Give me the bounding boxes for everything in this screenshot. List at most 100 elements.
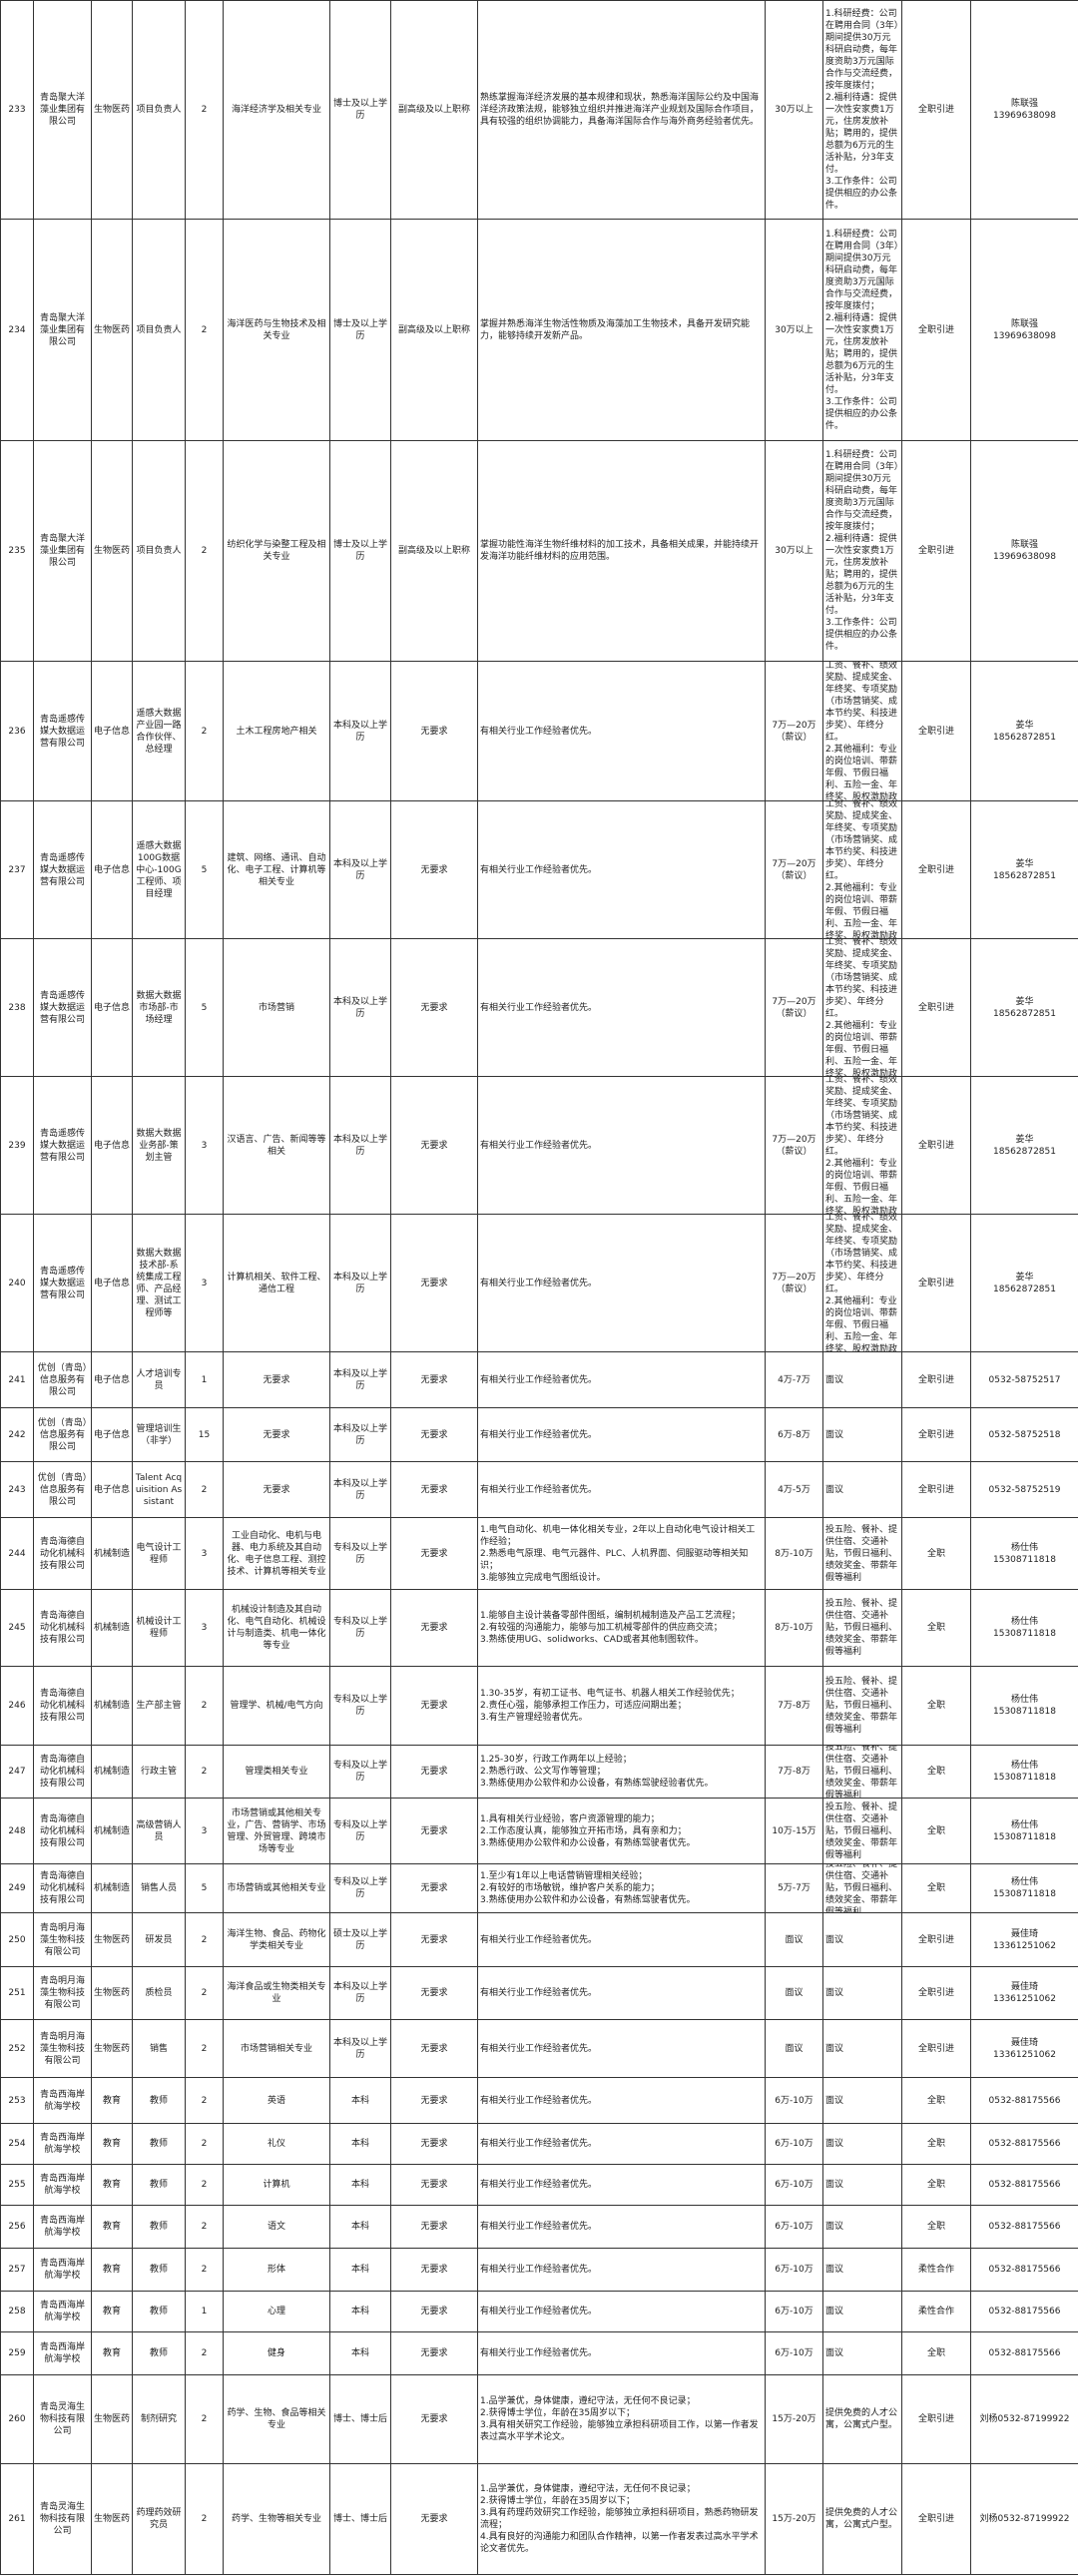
table-cell: 掌握并熟悉海洋生物活性物质及海藻加工生物技术，具备开发研究能力，能够持续开发新产… <box>477 219 766 441</box>
table-cell: 英语 <box>223 2077 330 2124</box>
table-cell: 无要求 <box>390 2077 478 2124</box>
education: 专科及以上学历 <box>332 1877 387 1899</box>
table-cell: 全职 <box>901 1745 971 1799</box>
education: 博士及以上学历 <box>332 99 387 121</box>
company: 青岛西海岸航海学校 <box>39 2089 85 2112</box>
table-cell: 教师 <box>132 2123 186 2165</box>
table-cell: 2 <box>185 1666 224 1746</box>
table-cell: 30万以上 <box>765 440 823 662</box>
table-cell: 全职引进 <box>901 2463 971 2575</box>
table-cell: 青岛海德自动化机械科技有限公司 <box>33 1517 92 1590</box>
table-cell: 博士及以上学历 <box>329 440 391 662</box>
table-cell: 239 <box>0 1076 34 1215</box>
specialty: 市场营销或其他相关专业 <box>227 1883 326 1893</box>
position: 制剂研究 <box>140 2414 177 2424</box>
requirements: 有相关行业工作经验者优先。 <box>480 1429 598 1440</box>
table-cell: 教育 <box>91 2205 133 2249</box>
table-cell: 无要求 <box>390 1966 478 2020</box>
table-cell: 本科 <box>329 2077 391 2124</box>
table-cell: 本科及以上学历 <box>329 1076 391 1215</box>
table-cell: 生物医药 <box>91 1966 133 2020</box>
position: 电气设计工程师 <box>136 1542 182 1565</box>
table-cell: 姜华 18562872851 <box>970 938 1078 1077</box>
industry: 教育 <box>102 2222 121 2232</box>
table-row: 247 青岛海德自动化机械科技有限公司 机械制造 行政主管 2 管理类相关专业 专科及以上学… <box>0 1745 1078 1799</box>
table-cell: 计算机 <box>223 2164 330 2206</box>
title: 无要求 <box>420 1934 448 1945</box>
table-cell: 全职引进 <box>901 1407 971 1462</box>
row-number: 234 <box>8 324 26 335</box>
contact: 杨仕伟 15308711818 <box>993 1695 1056 1717</box>
table-cell: 7万—20万（薪议） <box>765 938 823 1077</box>
table-cell: 刘杨0532-87199922 <box>970 2374 1078 2464</box>
table-row: 256 青岛西海岸航海学校 教育 教师 2 语文 本科 无要求 有相关行业工作经验者优先。 6万-… <box>0 2205 1078 2249</box>
table-cell: 机械制造 <box>91 1589 133 1667</box>
specialty: 建筑、网络、通讯、自动化、电子工程、计算机等相关专业 <box>227 852 326 887</box>
employment-mode: 柔性合作 <box>917 2307 954 2317</box>
industry: 生物医药 <box>94 324 131 335</box>
salary: 15万-20万 <box>772 2414 816 2424</box>
table-cell: 青岛明月海藻生物科技有限公司 <box>33 1966 92 2020</box>
education: 本科及以上学历 <box>332 1272 387 1294</box>
industry: 电子信息 <box>94 1140 131 1151</box>
contact: 姜华 18562872851 <box>993 996 1056 1019</box>
requirements: 有相关行业工作经验者优先。 <box>480 726 598 737</box>
headcount: 2 <box>201 1701 208 1711</box>
table-cell: 全职 <box>901 2164 971 2206</box>
table-cell: 无要求 <box>390 2248 478 2292</box>
table-cell: 青岛聚大洋藻业集团有限公司 <box>33 0 92 220</box>
title: 无要求 <box>420 2414 448 2424</box>
requirements: 1.能够自主设计装备零部件图纸，编制机械制造及产品工艺流程； 2.有较强的沟通能… <box>480 1611 741 1645</box>
row-number: 249 <box>8 1883 26 1893</box>
table-row: 239 青岛遥感传媒大数据运营有限公司 电子信息 数据大数据业务部-策划主管 3 汉语言、… <box>0 1076 1078 1215</box>
table-cell: 全职引进 <box>901 2374 971 2464</box>
row-number: 252 <box>8 2043 26 2054</box>
row-number: 255 <box>8 2180 26 2190</box>
salary: 6万-10万 <box>775 2222 813 2232</box>
contact: 聂佳琦 13361251062 <box>993 2037 1056 2060</box>
benefits: 面议 <box>825 2222 844 2232</box>
table-cell: 杨仕伟 15308711818 <box>970 1863 1078 1913</box>
table-cell: 面议 <box>822 2291 902 2332</box>
employment-mode: 全职引进 <box>917 1374 954 1385</box>
industry: 教育 <box>102 2180 121 2190</box>
company: 优创（青岛）信息服务有限公司 <box>37 1417 88 1452</box>
row-number: 247 <box>8 1767 26 1777</box>
table-cell: 电子信息 <box>91 1076 133 1215</box>
table-cell: 248 <box>0 1798 34 1864</box>
table-cell: 1.科研经费：公司在聘用合同（3年）期间提供30万元科研启动费，每年度资助3万元… <box>822 440 902 662</box>
specialty: 礼仪 <box>267 2139 285 2149</box>
industry: 机械制造 <box>94 1825 131 1836</box>
table-cell: 专科及以上学历 <box>329 1589 391 1667</box>
table-cell: 有相关行业工作经验者优先。 <box>477 1076 766 1215</box>
education: 博士及以上学历 <box>332 540 387 562</box>
education: 本科及以上学历 <box>332 1134 387 1157</box>
title: 无要求 <box>420 2180 448 2190</box>
requirements: 掌握并熟悉海洋生物活性物质及海藻加工生物技术，具备开发研究能力，能够持续开发新产… <box>480 318 751 341</box>
table-cell: 面议 <box>822 1966 902 2020</box>
position: 教师 <box>149 2180 168 2190</box>
table-row: 252 青岛明月海藻生物科技有限公司 生物医药 销售 2 市场营销相关专业 本科及以上学历 无… <box>0 2019 1078 2078</box>
table-cell: 3 <box>185 1214 224 1352</box>
contact: 聂佳琦 13361251062 <box>993 1928 1056 1951</box>
table-cell: 杨仕伟 15308711818 <box>970 1517 1078 1590</box>
table-cell: 0532-58752519 <box>970 1461 1078 1518</box>
table-cell: 面议 <box>822 1351 902 1408</box>
table-cell: 本科及以上学历 <box>329 2019 391 2078</box>
table-cell: 数据大数据市场部-市场经理 <box>132 938 186 1077</box>
table-cell: 15万-20万 <box>765 2463 823 2575</box>
row-number: 257 <box>8 2265 26 2275</box>
table-cell: 青岛灵海生物科技有限公司 <box>33 2374 92 2464</box>
table-cell: 青岛明月海藻生物科技有限公司 <box>33 2019 92 2078</box>
table-cell: 无要求 <box>390 1666 478 1746</box>
table-cell: 0532-58752518 <box>970 1407 1078 1462</box>
contact: 刘杨0532-87199922 <box>979 2414 1070 2424</box>
table-cell: 生物医药 <box>91 2374 133 2464</box>
table-cell: 1.薪酬组成：岗位工资、餐补、绩效奖励、提成奖金、年终奖、专项奖励（市场营销奖、… <box>822 1214 902 1352</box>
employment-mode: 全职引进 <box>917 1934 954 1945</box>
table-cell: 2 <box>185 1461 224 1518</box>
headcount: 5 <box>201 864 208 875</box>
table-cell: 0532-88175566 <box>970 2248 1078 2292</box>
employment-mode: 全职 <box>926 2139 945 2149</box>
specialty: 计算机 <box>263 2180 290 2190</box>
